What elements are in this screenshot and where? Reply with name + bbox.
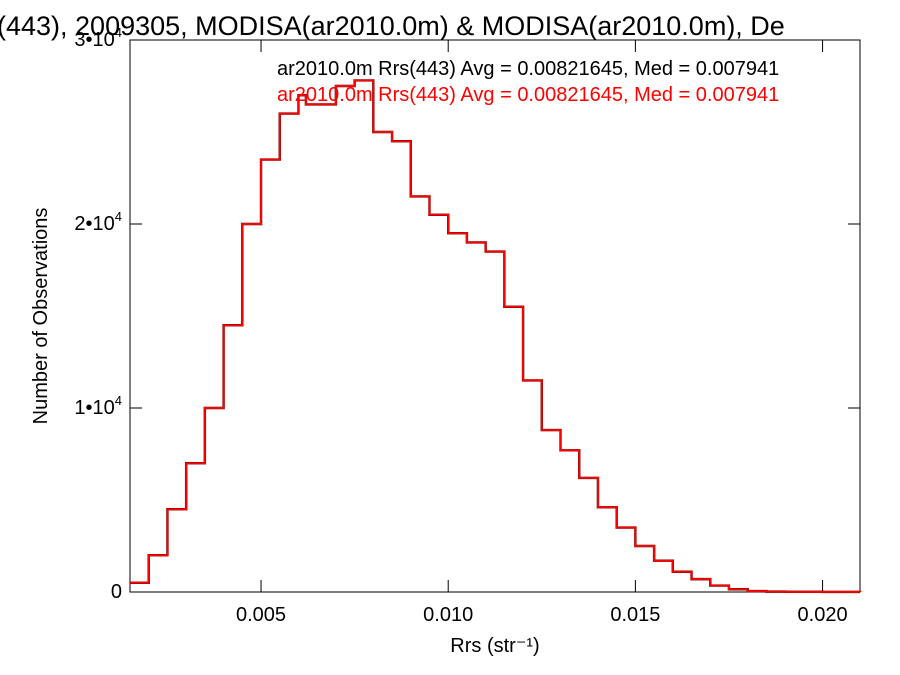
y-axis-label: Number of Observations bbox=[30, 208, 52, 425]
x-axis-label: Rrs (str⁻¹) bbox=[450, 635, 539, 657]
histogram-series-b bbox=[130, 79, 861, 593]
chart-title: (443), 2009305, MODISA(ar2010.0m) & MODI… bbox=[0, 11, 785, 41]
x-tick-label: 0.005 bbox=[236, 604, 286, 626]
legend-entry-series-b: ar2010.0m Rrs(443) Avg = 0.00821645, Med… bbox=[277, 84, 779, 106]
legend-entry-series-a: ar2010.0m Rrs(443) Avg = 0.00821645, Med… bbox=[277, 58, 779, 80]
y-tick-label: 0 bbox=[111, 581, 122, 603]
x-tick-label: 0.010 bbox=[423, 604, 473, 626]
x-tick-label: 0.020 bbox=[798, 604, 848, 626]
y-axis-ticks: 0 1•104 2•104 3•104 bbox=[74, 25, 860, 603]
y-tick-label: 3•104 bbox=[74, 25, 122, 51]
y-tick-label: 2•104 bbox=[74, 209, 122, 235]
x-axis-ticks: 0.005 0.010 0.015 0.020 bbox=[236, 40, 848, 626]
histogram-series-a bbox=[130, 79, 862, 594]
y-tick-label: 1•104 bbox=[74, 393, 122, 419]
series-layer bbox=[130, 79, 862, 594]
plot-frame bbox=[129, 39, 861, 593]
x-tick-label: 0.015 bbox=[610, 604, 660, 626]
